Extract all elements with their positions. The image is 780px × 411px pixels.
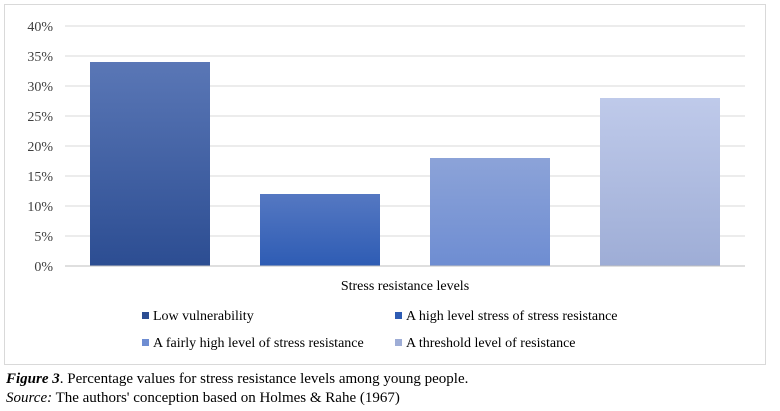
- legend-label: A threshold level of resistance: [406, 336, 576, 351]
- bar-1: [90, 62, 210, 266]
- y-tick-label: 30%: [27, 80, 53, 95]
- figure-text: . Percentage values for stress resistanc…: [59, 371, 469, 387]
- x-axis-title: Stress resistance levels: [341, 279, 469, 294]
- y-tick-label: 40%: [27, 20, 53, 35]
- legend-label: Low vulnerability: [153, 309, 254, 324]
- caption-source-line: Source: The authors' conception based on…: [6, 389, 468, 408]
- legend: Low vulnerability A high level stress of …: [142, 309, 618, 351]
- legend-swatch: [142, 312, 149, 319]
- legend-swatch: [395, 339, 402, 346]
- chart-frame: 0% 5% 10% 15% 20% 25% 30% 35% 40% Stress resista…: [4, 4, 766, 365]
- legend-label: A high level stress of stress resistance: [406, 309, 618, 324]
- figure-caption: Figure 3. Percentage values for stress r…: [6, 370, 468, 408]
- y-tick-label: 10%: [27, 200, 53, 215]
- figure-label: Figure 3: [6, 371, 60, 387]
- source-label: Source:: [6, 390, 53, 406]
- source-text: The authors' conception based on Holmes …: [52, 390, 400, 406]
- bars: [90, 62, 720, 266]
- y-tick-label: 15%: [27, 170, 53, 185]
- bar-3: [430, 158, 550, 266]
- y-tick-label: 35%: [27, 50, 53, 65]
- y-axis-ticks: 0% 5% 10% 15% 20% 25% 30% 35% 40%: [27, 20, 53, 275]
- legend-label: A fairly high level of stress resistance: [153, 336, 364, 351]
- y-tick-label: 5%: [34, 230, 53, 245]
- bar-4: [600, 98, 720, 266]
- legend-swatch: [395, 312, 402, 319]
- y-tick-label: 25%: [27, 110, 53, 125]
- legend-swatch: [142, 339, 149, 346]
- bar-2: [260, 194, 380, 266]
- y-tick-label: 0%: [34, 260, 53, 275]
- y-tick-label: 20%: [27, 140, 53, 155]
- bar-chart: 0% 5% 10% 15% 20% 25% 30% 35% 40% Stress resista…: [27, 20, 745, 351]
- caption-figure-line: Figure 3. Percentage values for stress r…: [6, 370, 468, 389]
